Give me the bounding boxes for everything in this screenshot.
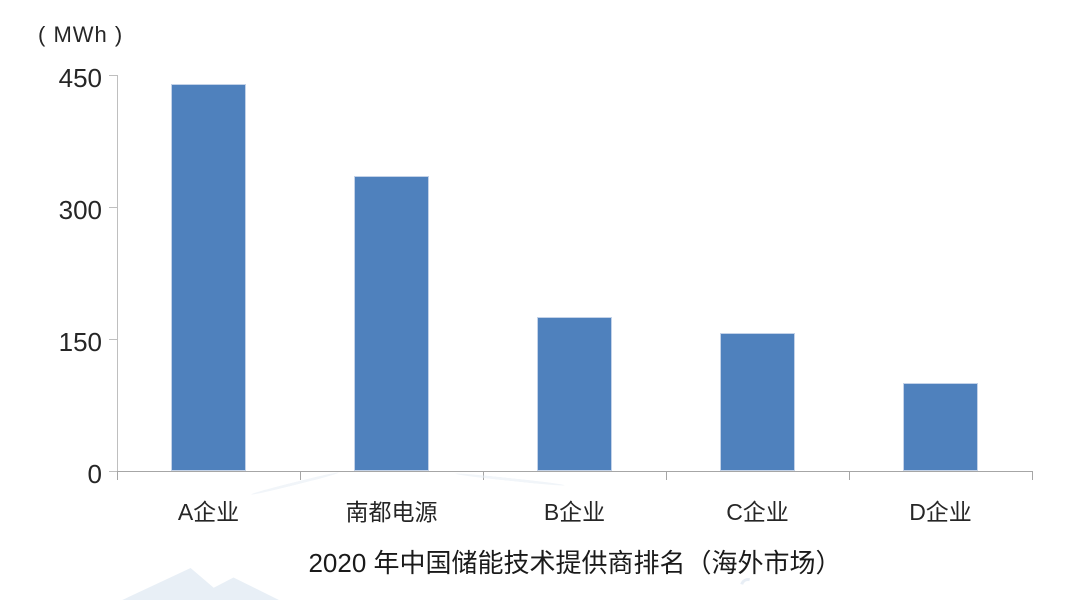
x-tick-mark — [300, 472, 301, 480]
x-category-label: B企业 — [543, 499, 606, 525]
y-axis-line — [117, 75, 118, 471]
x-category-label: A企业 — [177, 499, 240, 525]
bar-5 — [903, 383, 978, 471]
x-axis-line — [117, 471, 1033, 472]
bar-1 — [171, 83, 246, 471]
y-tick-label: 300 — [58, 195, 102, 225]
x-tick-mark — [666, 472, 667, 480]
watermark-fragment — [455, 472, 565, 487]
x-tick-mark — [849, 472, 850, 480]
x-tick-mark — [483, 472, 484, 480]
bar-4 — [720, 332, 795, 471]
y-tick-mark — [109, 207, 117, 208]
bar-3 — [537, 317, 612, 471]
y-tick-mark — [109, 339, 117, 340]
bar-2 — [354, 176, 429, 471]
y-tick-mark — [109, 471, 117, 472]
y-tick-label: 150 — [58, 327, 102, 357]
y-tick-label: 0 — [87, 459, 102, 489]
chart-title: 2020 年中国储能技术提供商排名（海外市场） — [308, 548, 842, 578]
x-tick-mark — [1032, 472, 1033, 480]
y-axis-unit-label: ( MWh ) — [38, 22, 124, 47]
x-category-label: C企业 — [726, 499, 789, 525]
x-tick-mark — [117, 472, 118, 480]
x-category-label: D企业 — [909, 499, 972, 525]
x-category-label: 南都电源 — [345, 499, 438, 525]
y-tick-mark — [109, 75, 117, 76]
y-tick-label: 450 — [58, 63, 102, 93]
